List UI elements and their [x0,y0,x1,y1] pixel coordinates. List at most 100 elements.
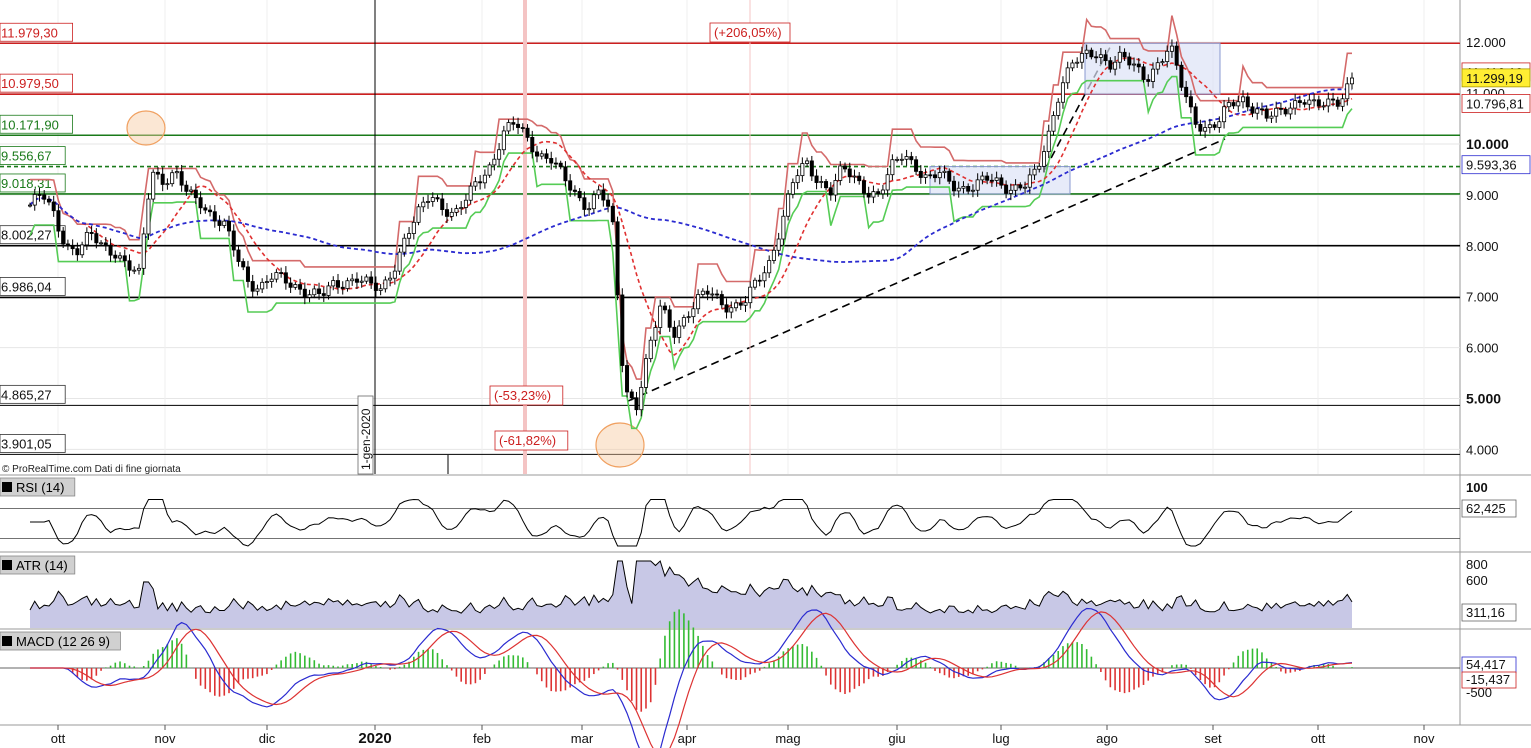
level-label-box [0,384,66,404]
candle-body [1042,151,1047,167]
candle-body [402,237,407,253]
candle-body [160,173,165,185]
date-tick-label: feb [473,731,491,746]
candle-body [572,189,577,192]
candle-body [1283,109,1288,115]
candles [27,39,1355,417]
candle-body [970,189,975,192]
candle-body [326,285,331,296]
candle-body [1321,105,1326,108]
candle-body [492,158,497,166]
candle-body [1250,106,1255,114]
candle-body [985,175,990,181]
candle-body [781,215,786,240]
candle-body [629,391,634,399]
candle-body [331,280,336,287]
candle-body [790,182,795,195]
candle-body [245,266,250,282]
candle-body [762,272,767,282]
candle-body [193,189,198,199]
candle-body [1060,82,1065,103]
candle-body [847,168,852,178]
candle-body [1117,51,1122,63]
candle-body [373,282,378,291]
candle-body [724,304,729,313]
candle-body [824,181,829,189]
candle-body [151,171,156,200]
candle-body [947,170,952,182]
candle-body [1103,54,1108,62]
candle-body [842,165,847,170]
candle-body [587,208,592,211]
candle-body [928,174,933,177]
indicator-swatch [2,482,12,492]
candle-body [956,187,961,192]
level-label: 10.979,50 [1,76,59,91]
candle-body [1160,61,1165,64]
candle-body [1188,96,1193,108]
candle-body [84,231,89,246]
candle-body [46,198,51,203]
indicator-swatch [2,636,12,646]
candle-body [909,156,914,161]
candle-body [293,284,298,288]
candle-body [975,179,980,191]
candle-body [217,220,222,226]
level-label-box [0,225,66,245]
candle-body [27,204,32,207]
atr-tick-label: 600 [1466,573,1488,588]
level-label: 9.018,31 [1,176,52,191]
candle-body [1174,45,1179,66]
candle-body [1027,174,1032,188]
candle-body [563,166,568,182]
candle-body [136,267,141,271]
candle-body [487,164,492,176]
candle-body [1264,108,1269,119]
candle-body [1297,100,1302,103]
candle-body [32,194,37,206]
candle-body [1013,184,1018,191]
candle-body [620,294,625,366]
candle-body [1236,101,1241,107]
price-tick-label: 4.000 [1466,442,1499,457]
candle-body [1023,186,1028,189]
candle-body [1032,168,1037,176]
horizontal-levels: 11.979,30 10.979,50 10.171,90 9.556,67 9.018… [0,22,1460,455]
candle-body [828,187,833,196]
candle-body [686,316,691,319]
date-tick-label: 2020 [358,730,391,747]
candle-body [667,309,672,328]
candle-body [691,308,696,318]
date-tick-label: dic [259,731,276,746]
candle-body [615,221,620,296]
candle-body [227,220,232,232]
candle-body [1098,54,1103,58]
candle-body [643,358,648,388]
level-label-box [0,114,73,134]
candle-body [601,189,606,201]
candle-body [118,255,123,259]
candle-body [748,286,753,304]
candle-body [662,305,667,311]
candle-body [677,325,682,338]
candle-body [506,122,511,132]
candle-body [1345,83,1350,100]
trend-line [1044,46,1111,170]
percent-annotation: (-61,82%) [499,433,556,448]
candle-body [866,192,871,198]
percent-annotation: (+206,05%) [714,25,782,40]
candle-body [729,307,734,313]
level-label: 3.901,05 [1,436,52,451]
date-marker-box [357,395,374,475]
candle-body [279,272,284,274]
candle-body [208,209,213,213]
candle-body [1222,106,1227,123]
price-marker-box [1461,68,1531,88]
date-axis: ott nov dic 2020 feb mar apr mag giu lug ago set ott… [51,725,1435,747]
candle-body [335,280,340,288]
indicator-title: RSI (14) [16,480,64,495]
candle-body [1155,62,1160,70]
candle-body [459,207,464,209]
percent-annotation-box [709,22,791,43]
